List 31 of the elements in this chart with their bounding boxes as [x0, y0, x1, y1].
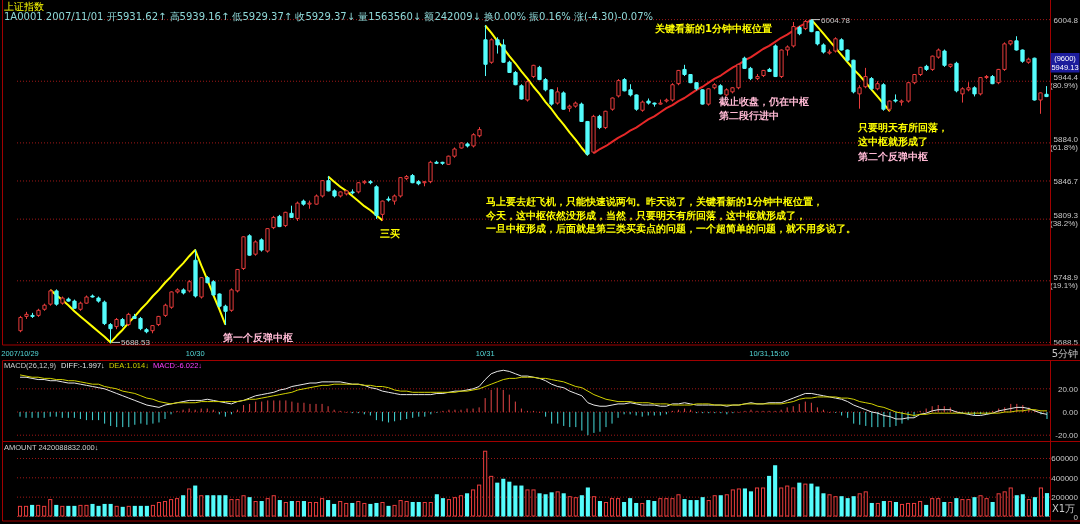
annotation: 第二段行进中: [718, 110, 779, 121]
y-tick-label: 5809.3 (38.2%): [1049, 210, 1079, 229]
annotation: 第二个反弹中枢: [857, 151, 928, 162]
annotation: 5688.53: [121, 338, 151, 348]
annotation: 第一个反弹中枢: [222, 332, 293, 343]
text: 1A0001 2007/11/01 开5931.62↑ 高5939.16↑ 低5929.37↑ 收5929.37↓ 量1563560↓ 额242009↓ 换0.00% 振0.16% 涨(-4.30)-0.07%: [4, 11, 654, 22]
y-tick-label: 5944.4 (80.9%): [1049, 73, 1079, 91]
y-tick-label: 600000: [1051, 454, 1079, 464]
y-tick-label: 0: [1073, 512, 1079, 522]
y-tick-label: 5688.5: [1053, 338, 1079, 348]
annotation: 三买: [380, 228, 400, 239]
annotation: 今天，这中枢依然没形成，当然，只要明天有所回落，这中枢就形成了，: [485, 209, 806, 221]
annotation: 马上要去赶飞机，只能快速说两句。昨天说了，关键看新的1分钟中枢位置，: [486, 196, 823, 207]
chart-title: 上证指数: [4, 0, 44, 12]
annotation: 只要明天有所回落，: [857, 122, 948, 133]
y-tick-label: 5884.0 (61.8%): [1049, 134, 1079, 153]
y-tick-label: 20.00: [1057, 384, 1079, 394]
annotation: 一旦中枢形成，后面就是第三类买卖点的问题，一个超简单的问题，就不用多说了。: [486, 223, 856, 234]
y-tick-label: 0.00: [1062, 408, 1079, 418]
annotation: 6004.78: [821, 15, 851, 25]
y-tick-label: 400000: [1051, 473, 1079, 483]
x-axis-title: 5分钟: [1051, 348, 1078, 359]
y-axis-title: X1万: [1052, 502, 1076, 514]
annotation: 关键看新的1分钟中枢位置: [654, 23, 772, 34]
y-tick-label: 5748.9 (19.1%): [1049, 272, 1079, 291]
y-tick-label: -20.00: [1055, 431, 1079, 441]
annotation: 截止收盘，仍在中枢: [718, 96, 809, 107]
y-tick-label: 6004.8: [1053, 15, 1079, 25]
y-tick-label: 200000: [1051, 493, 1079, 503]
y-tick-label: 5846.7: [1053, 176, 1079, 186]
annotation: 这中枢就形成了: [857, 135, 928, 147]
